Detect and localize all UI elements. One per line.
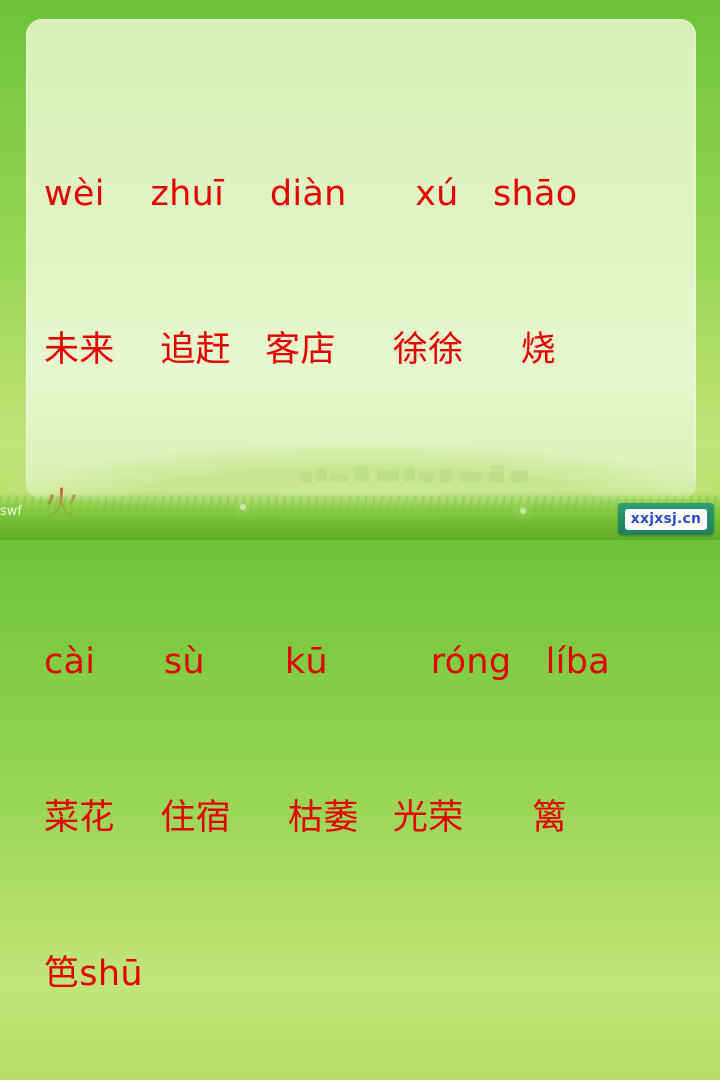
swf-watermark: swf	[0, 504, 22, 519]
chinese-line-2: 菜花 住宿 枯萎 光荣 篱	[44, 798, 568, 838]
slide: wèi zhuī diàn xú shāo 未来 追赶 客店 徐徐 烧 火 cà…	[0, 19, 720, 994]
text-panel	[26, 19, 696, 499]
chinese-line-1: 未来 追赶 客店 徐徐 烧	[44, 330, 556, 370]
chinese-line-2-wrap: 笆shū	[44, 954, 143, 994]
site-logo-text: xxjxsj.cn	[624, 508, 708, 530]
pinyin-line-2: cài sù kū róng líba	[44, 642, 610, 682]
pinyin-vocabulary-list: wèi zhuī diàn xú shāo 未来 追赶 客店 徐徐 烧 火 cà…	[44, 64, 684, 1080]
pinyin-line-1: wèi zhuī diàn xú shāo	[44, 174, 578, 214]
chinese-line-1-wrap: 火	[44, 486, 80, 526]
site-logo: xxjxsj.cn	[618, 503, 714, 535]
